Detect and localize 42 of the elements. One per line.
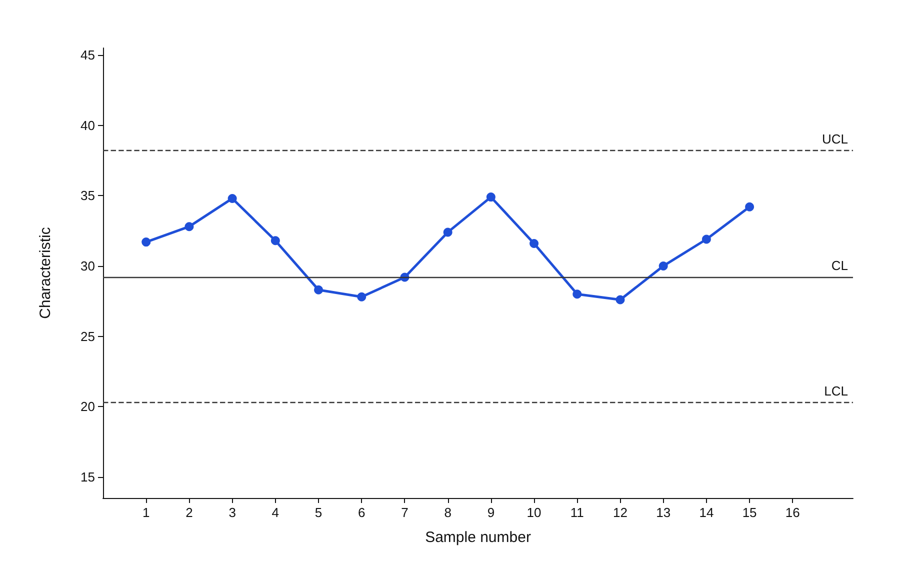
x-tick-label: 6	[358, 505, 366, 520]
y-tick-label: 30	[80, 258, 95, 274]
x-tick-label: 16	[785, 505, 800, 520]
point	[658, 261, 668, 270]
y-tick-label: 40	[80, 118, 95, 133]
point	[270, 236, 280, 246]
x-tick-label: 15	[742, 505, 757, 520]
point	[530, 238, 539, 248]
x-tick-label: 9	[487, 505, 495, 520]
x-tick-label: 5	[314, 505, 322, 520]
point	[572, 290, 582, 299]
x-tick-label: 13	[656, 505, 671, 520]
x-axis-title: Sample number	[425, 529, 531, 546]
point	[142, 238, 151, 247]
x-tick-label: 3	[228, 505, 236, 520]
ref-line-label: LCL	[824, 383, 848, 398]
ref-line-label: CL	[831, 258, 848, 274]
x-tick-label: 14	[699, 505, 714, 520]
y-tick-label: 20	[80, 399, 95, 414]
y-tick-label: 45	[80, 48, 95, 63]
y-axis-title: Characteristic	[37, 226, 54, 319]
x-tick-label: 7	[401, 505, 408, 520]
x-tick-label: 11	[570, 505, 584, 520]
y-tick-label: 15	[80, 469, 95, 484]
x-tick-label: 12	[613, 505, 628, 520]
y-tick-label: 25	[80, 328, 95, 344]
point	[314, 285, 324, 294]
point	[228, 194, 237, 203]
x-tick-label: 4	[272, 505, 280, 520]
point	[702, 234, 711, 244]
point	[184, 222, 194, 232]
point	[443, 228, 452, 237]
ref-line-label: UCL	[822, 132, 848, 147]
point	[357, 292, 366, 302]
x-tick-label: 10	[526, 505, 542, 520]
y-tick-label: 35	[80, 188, 95, 204]
x-tick-label: 8	[444, 505, 452, 520]
point	[486, 192, 496, 202]
x-tick-label: 1	[142, 505, 150, 520]
x-tick-label: 2	[186, 505, 193, 520]
point	[745, 202, 754, 212]
point	[616, 295, 625, 304]
